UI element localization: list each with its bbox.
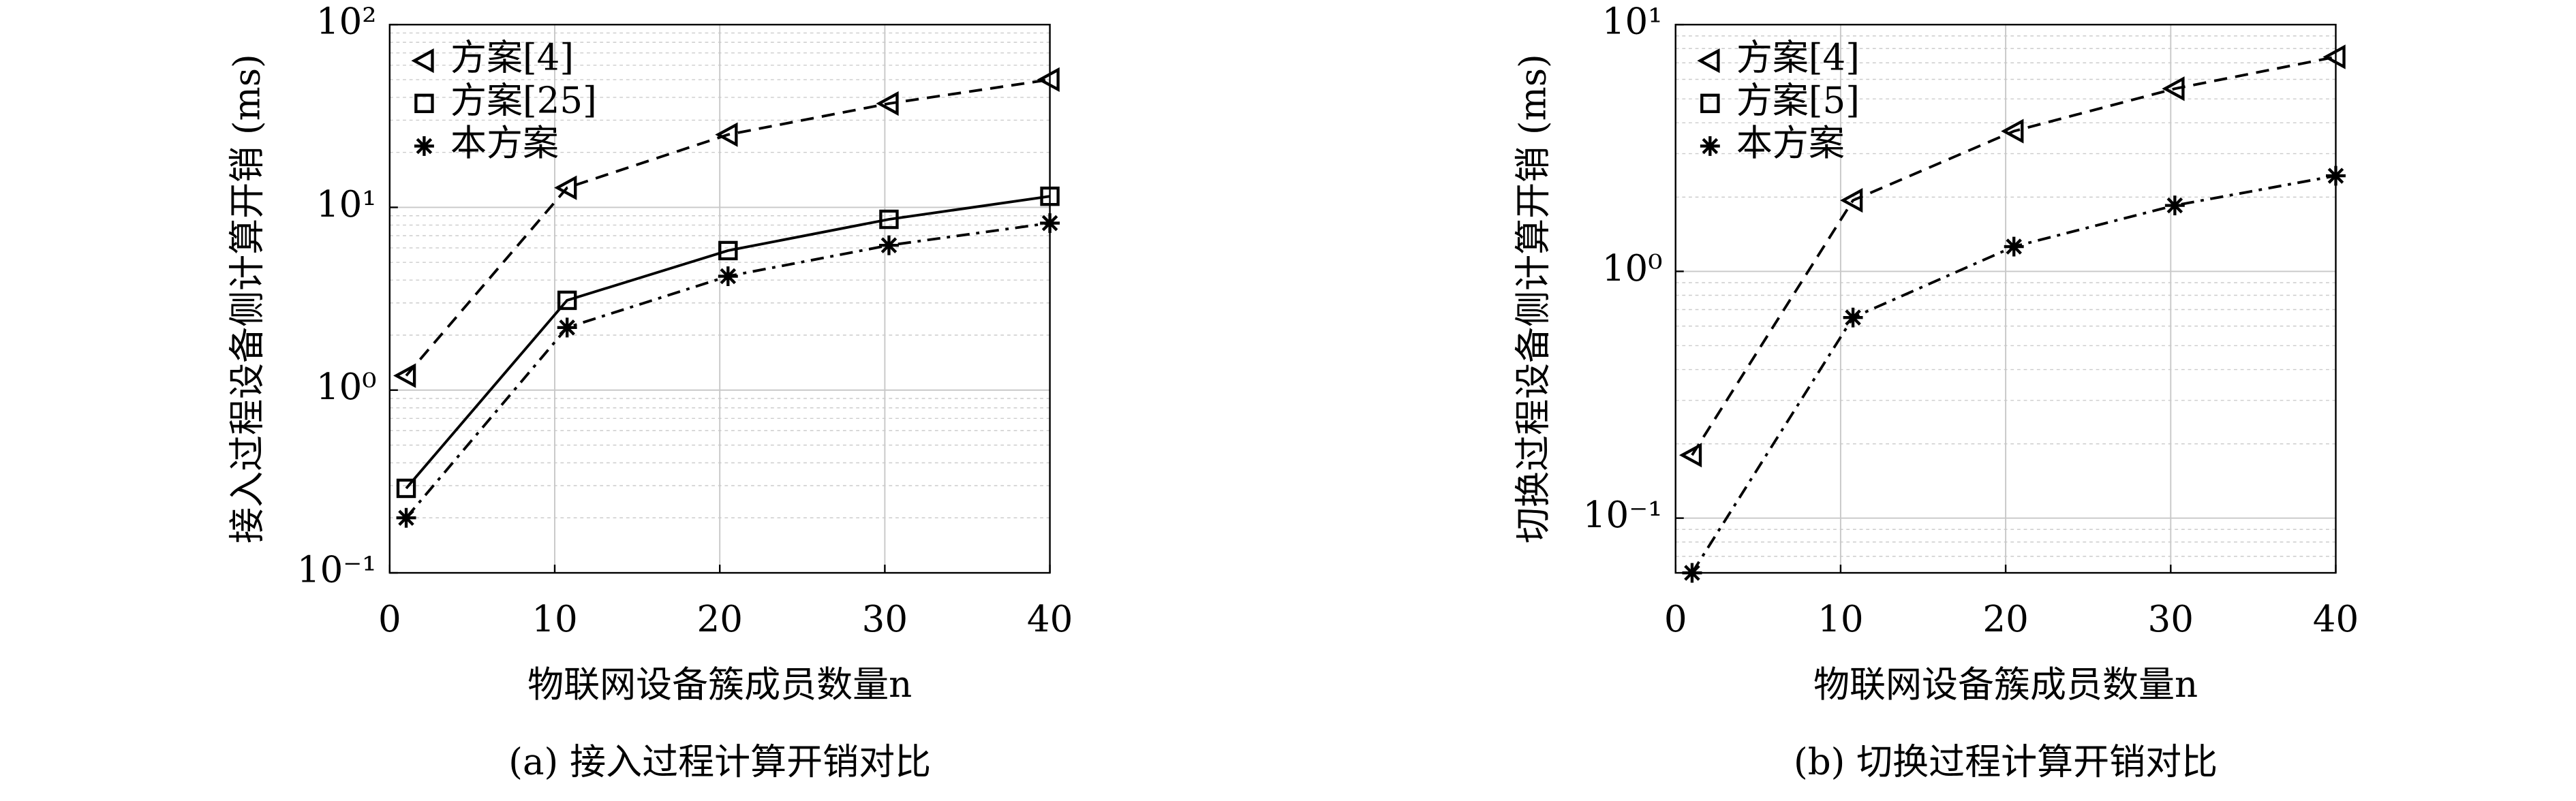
marker — [879, 209, 899, 230]
y-tick-label: 10⁻¹ — [1583, 494, 1663, 536]
marker — [1678, 443, 1702, 468]
x-tick-label: 10 — [1818, 598, 1863, 640]
x-tick-label: 20 — [696, 598, 742, 640]
marker — [1682, 563, 1702, 583]
marker — [2004, 236, 2024, 257]
caption: (b) 切换过程计算开销对比 — [1794, 740, 2218, 783]
marker — [2162, 76, 2185, 101]
marker — [718, 240, 738, 261]
marker — [1840, 188, 1863, 213]
marker — [414, 136, 434, 156]
marker — [414, 93, 434, 114]
marker — [876, 91, 899, 116]
x-tick-label: 40 — [1027, 598, 1073, 640]
marker — [718, 266, 738, 286]
y-tick-label: 10² — [316, 1, 377, 43]
x-tick-label: 20 — [1982, 598, 2028, 640]
plot-frame — [388, 23, 1051, 574]
marker — [1040, 186, 1060, 206]
marker — [878, 235, 899, 255]
series-line — [405, 195, 1050, 490]
y-tick-label: 10¹ — [316, 183, 377, 225]
series-line — [405, 78, 1050, 377]
marker — [396, 507, 416, 528]
marker — [2326, 166, 2346, 186]
x-tick-label: 0 — [378, 598, 401, 640]
x-tick-label: 30 — [2148, 598, 2194, 640]
marker — [1040, 213, 1060, 234]
x-tick-label: 10 — [532, 598, 577, 640]
y-tick-label: 10⁰ — [1602, 247, 1663, 289]
y-tick-label: 10⁰ — [316, 366, 377, 408]
marker — [411, 48, 434, 74]
legend-label: 方案[4] — [450, 37, 574, 79]
marker — [715, 122, 738, 147]
marker — [2164, 195, 2185, 216]
x-tick-label: 0 — [1664, 598, 1687, 640]
marker — [1697, 48, 1720, 74]
marker — [2001, 119, 2024, 144]
legend-label: 方案[4] — [1736, 37, 1860, 79]
marker — [393, 363, 416, 388]
legend-label: 方案[5] — [1736, 79, 1860, 121]
marker — [557, 317, 577, 338]
x-tick-label: 40 — [2313, 598, 2359, 640]
caption: (a) 接入过程计算开销对比 — [508, 740, 931, 783]
marker — [1037, 67, 1060, 93]
marker — [1700, 136, 1720, 156]
marker — [396, 478, 416, 499]
marker — [554, 175, 577, 200]
plot-frame — [1674, 23, 2337, 574]
x-tick-label: 30 — [862, 598, 908, 640]
series-line — [1691, 174, 2336, 574]
legend-label: 方案[25] — [450, 79, 597, 121]
y-tick-label: 10⁻¹ — [297, 549, 377, 591]
marker — [1843, 307, 1863, 328]
y-tick-label: 10¹ — [1602, 1, 1663, 43]
marker — [557, 290, 577, 311]
series-line — [1691, 55, 2336, 456]
y-axis-label: 切换过程设备侧计算开销 (ms) — [1512, 54, 1554, 544]
marker — [1700, 93, 1720, 114]
y-axis-label: 接入过程设备侧计算开销 (ms) — [226, 54, 268, 544]
marker — [2322, 44, 2346, 69]
x-axis-label: 物联网设备簇成员数量n — [1813, 663, 2198, 706]
x-axis-label: 物联网设备簇成员数量n — [527, 663, 912, 706]
legend-label: 本方案 — [450, 122, 559, 164]
legend-label: 本方案 — [1736, 122, 1845, 164]
